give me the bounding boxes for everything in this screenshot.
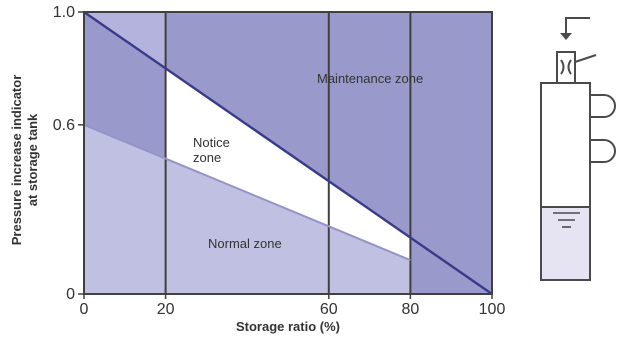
x-tick-labels: 0 20 60 80 100 bbox=[80, 294, 506, 318]
y-tick-label: 0 bbox=[66, 286, 75, 303]
y-tick-label: 0.6 bbox=[53, 117, 75, 134]
tank-inlet-pipe bbox=[565, 17, 590, 37]
tank-gauge-bottom-icon bbox=[590, 139, 616, 163]
y-tick-label: 1.0 bbox=[53, 4, 75, 21]
plot-area bbox=[83, 11, 493, 295]
y-axis-label-line-1: Pressure increase indicator bbox=[9, 75, 24, 246]
y-axis-label-line-2: at storage tank bbox=[25, 113, 40, 206]
notice-zone-label-line-2: zone bbox=[193, 150, 221, 165]
x-tick-label: 60 bbox=[320, 301, 338, 318]
x-tick-label: 100 bbox=[479, 301, 506, 318]
x-tick-label: 20 bbox=[157, 301, 175, 318]
tank-gauge-top-icon bbox=[590, 94, 616, 118]
tank-vent-line bbox=[574, 54, 597, 63]
tank-liquid bbox=[540, 206, 591, 281]
x-tick-label: 80 bbox=[402, 301, 420, 318]
y-tick-labels: 0 0.6 1.0 bbox=[53, 4, 84, 303]
normal-zone-label: Normal zone bbox=[208, 236, 282, 251]
x-tick-label: 0 bbox=[80, 301, 89, 318]
notice-zone-label-line-1: Notice bbox=[193, 135, 230, 150]
storage-tank-diagram bbox=[540, 17, 616, 281]
y-axis-label: Pressure increase indicator at storage t… bbox=[9, 75, 40, 246]
maintenance-zone-label: Maintenance zone bbox=[317, 71, 423, 86]
tank-valve-housing bbox=[556, 51, 576, 84]
plot-frame bbox=[83, 11, 493, 295]
notice-zone-area bbox=[165, 68, 411, 261]
normal-boundary-line bbox=[83, 123, 411, 262]
maintenance-boundary-line bbox=[83, 11, 493, 295]
x-axis-label: Storage ratio (%) bbox=[236, 319, 340, 334]
tank-body bbox=[540, 82, 591, 208]
tank-valve-icon bbox=[560, 59, 572, 75]
tank-inlet-valve-icon bbox=[560, 33, 572, 40]
